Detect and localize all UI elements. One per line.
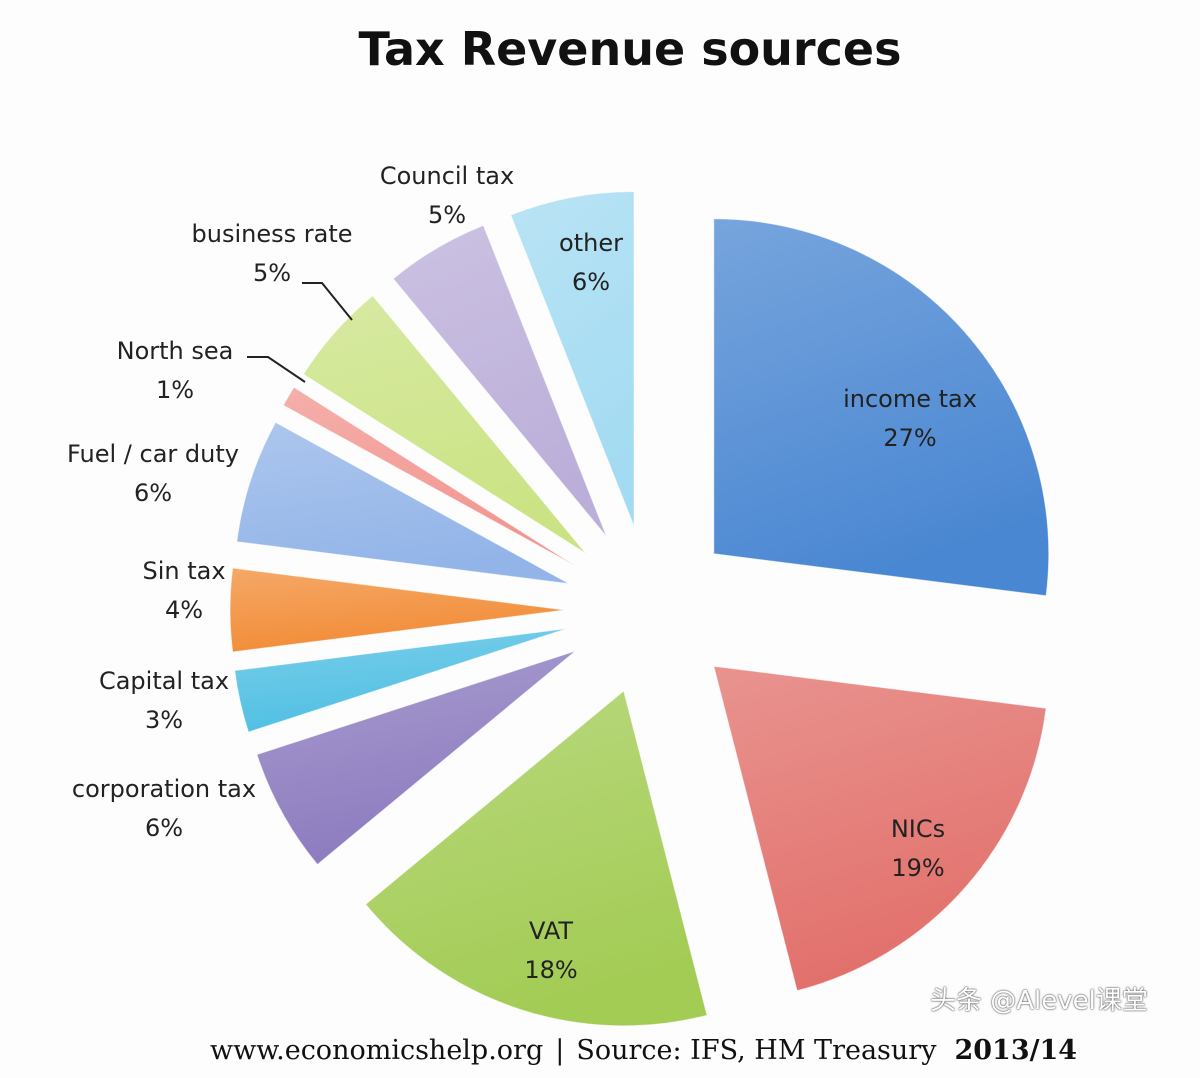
slice-label-value: 18% — [524, 956, 578, 984]
slice-label-name: NICs — [890, 815, 946, 843]
slice-label-name: Fuel / car duty — [67, 440, 239, 468]
slice-label: income tax 27% — [843, 380, 977, 458]
slice-label: other 6% — [559, 224, 623, 302]
slice-label-value: 1% — [155, 376, 195, 404]
slice-label-value: 5% — [427, 201, 467, 229]
slice-label-value: 6% — [133, 479, 173, 507]
footer-source: Source: IFS, HM Treasury — [576, 1035, 937, 1066]
slice-label: Capital tax 3% — [99, 662, 229, 740]
footer-separator: | — [555, 1035, 565, 1066]
slice-label-name: VAT — [528, 917, 574, 945]
chart-title: Tax Revenue sources — [358, 22, 902, 76]
slice-label-value: 19% — [891, 854, 945, 882]
slice-label: NICs 19% — [891, 810, 945, 888]
slice-label-name: Capital tax — [98, 667, 230, 695]
pie-slice-other — [510, 191, 635, 527]
pie-slice-council-tax — [392, 224, 608, 538]
footer-year: 2013/14 — [954, 1035, 1078, 1066]
slice-label-value: 3% — [144, 706, 184, 734]
slice-label-name: Council tax — [379, 162, 515, 190]
slice-label: business rate 5% — [192, 215, 353, 293]
slice-label-value: 27% — [883, 424, 937, 452]
slice-label: Fuel / car duty 6% — [67, 435, 239, 513]
slice-label: Sin tax 4% — [142, 552, 225, 630]
leader-line — [302, 282, 353, 321]
pie-slice-capital-tax — [234, 628, 568, 733]
pie-slice-nics — [713, 665, 1047, 992]
pie-slice-north-sea — [282, 386, 578, 568]
leader-line — [247, 356, 306, 383]
slice-label-name: North sea — [116, 337, 234, 365]
pie-slice-vat — [364, 689, 708, 1027]
slice-label: North sea 1% — [117, 332, 234, 410]
slice-label-value: 5% — [252, 259, 292, 287]
slice-label-name: corporation tax — [71, 775, 257, 803]
slice-label: Council tax 5% — [380, 157, 514, 235]
pie-slice-fuel-car-duty — [236, 421, 570, 585]
slice-label: VAT 18% — [524, 912, 577, 990]
pie-slice-sin-tax — [229, 567, 566, 653]
pie-slice-business-rate — [302, 294, 587, 555]
watermark: 头条 @Alevel课堂 — [930, 986, 1148, 1016]
slice-label-value: 4% — [164, 596, 204, 624]
pie-slice-income-tax — [713, 218, 1050, 597]
slice-label-name: income tax — [843, 385, 977, 413]
slice-label-value: 6% — [571, 268, 611, 296]
slice-label-name: business rate — [191, 220, 353, 248]
footer: www.economicshelp.org | Source: IFS, HM Tr… — [210, 1034, 1077, 1068]
slice-label-value: 6% — [144, 814, 184, 842]
footer-website: www.economicshelp.org — [210, 1035, 544, 1066]
slice-label-name: Sin tax — [142, 557, 226, 585]
slice-label: corporation tax 6% — [72, 770, 256, 848]
pie-slice-corporation-tax — [256, 650, 576, 866]
slice-label-name: other — [559, 229, 623, 257]
